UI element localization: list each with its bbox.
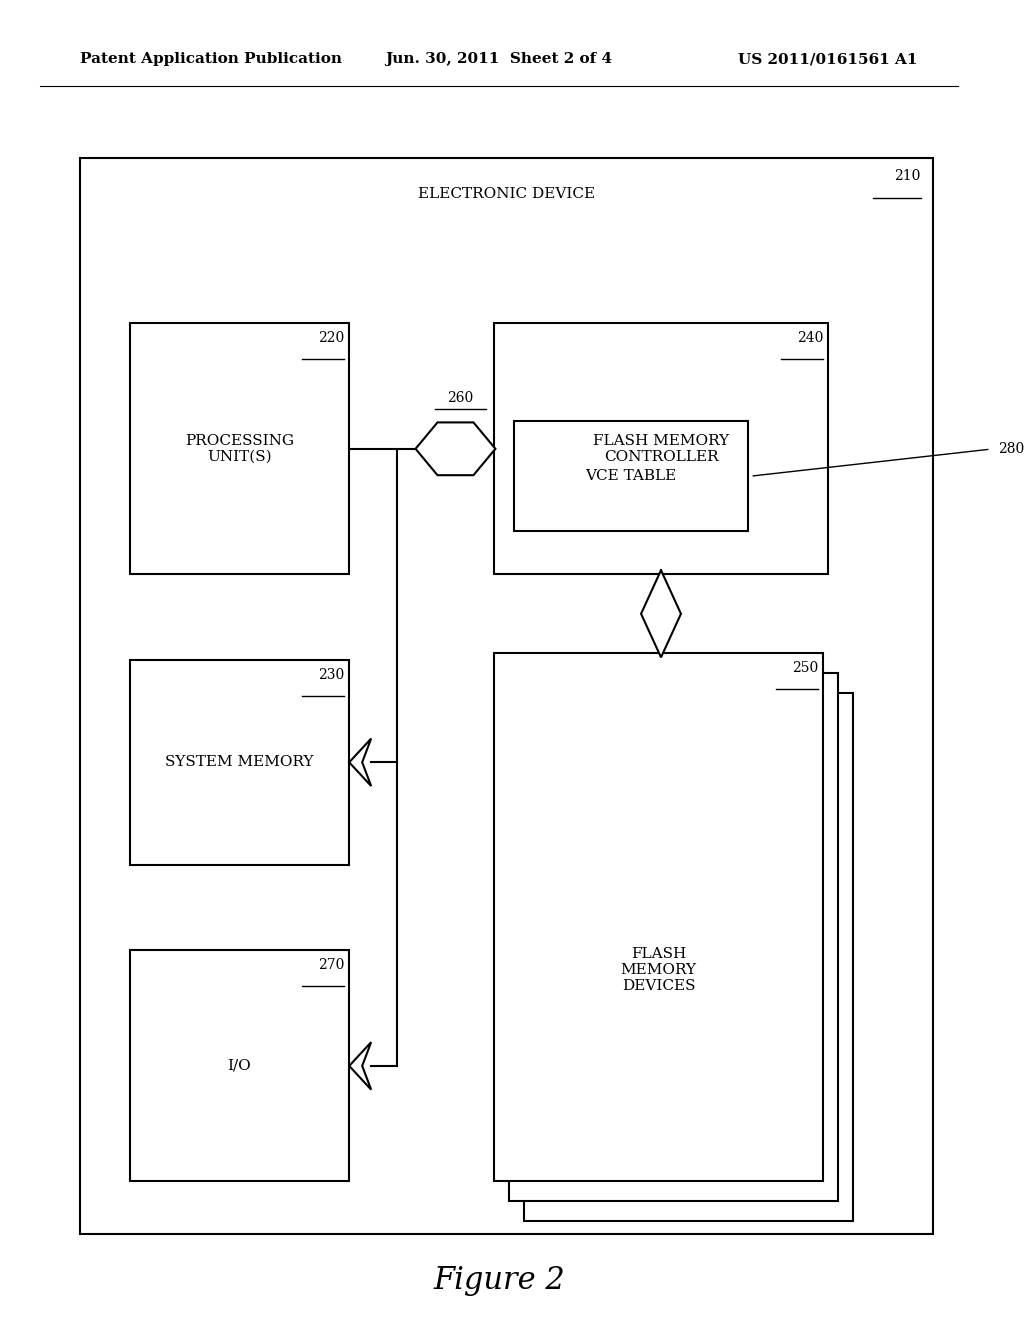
Polygon shape [641,570,681,657]
Text: ELECTRONIC DEVICE: ELECTRONIC DEVICE [418,187,595,202]
Text: 260: 260 [447,391,473,405]
Text: FLASH
MEMORY
DEVICES: FLASH MEMORY DEVICES [621,946,696,994]
Text: I/O: I/O [227,1059,251,1073]
Bar [130,660,349,865]
Polygon shape [416,422,496,475]
Polygon shape [349,739,371,787]
Bar [494,653,823,1181]
Text: Patent Application Publication: Patent Application Publication [80,53,342,66]
Text: SYSTEM MEMORY: SYSTEM MEMORY [165,755,313,770]
Bar [130,323,349,574]
Text: Jun. 30, 2011  Sheet 2 of 4: Jun. 30, 2011 Sheet 2 of 4 [385,53,612,66]
Bar [509,673,838,1201]
Bar [524,693,853,1221]
Bar [130,950,349,1181]
Text: 270: 270 [317,958,344,973]
Text: 210: 210 [895,169,921,183]
Bar [514,421,749,531]
Bar [80,158,933,1234]
Text: 240: 240 [797,331,823,346]
Text: 250: 250 [792,661,818,676]
Polygon shape [349,1043,371,1090]
Text: Figure 2: Figure 2 [433,1265,565,1296]
Text: VCE TABLE: VCE TABLE [586,469,677,483]
Bar [494,323,828,574]
Text: FLASH MEMORY
CONTROLLER: FLASH MEMORY CONTROLLER [593,434,729,463]
Text: US 2011/0161561 A1: US 2011/0161561 A1 [738,53,918,66]
Text: 280: 280 [997,442,1024,457]
Text: 230: 230 [318,668,344,682]
Text: 220: 220 [318,331,344,346]
Text: PROCESSING
UNIT(S): PROCESSING UNIT(S) [185,434,294,463]
